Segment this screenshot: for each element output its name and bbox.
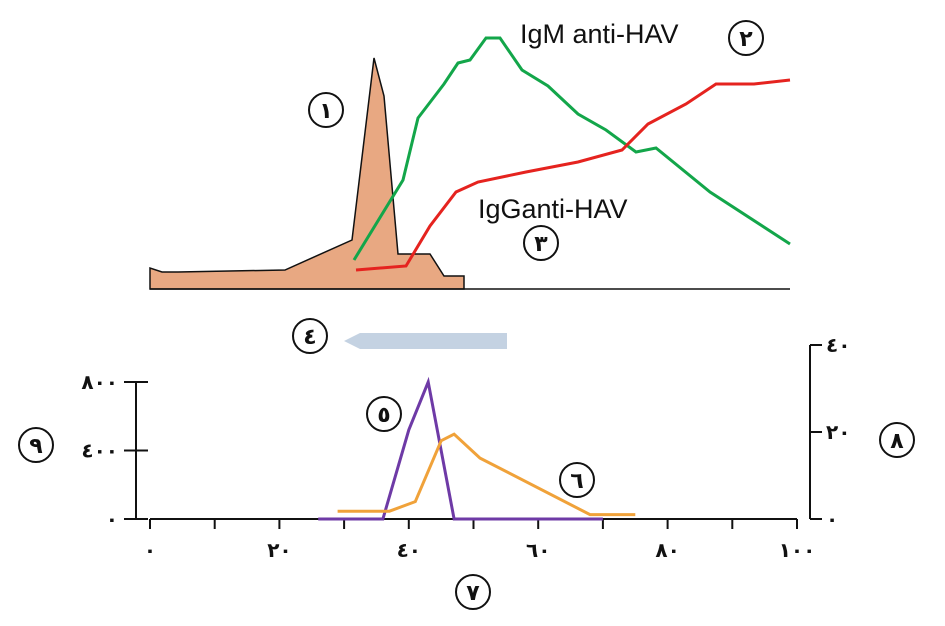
x-axis: ٠ ٢٠ ٤٠ ٦٠ ٨٠ ١٠٠ xyxy=(144,518,816,562)
y-right-tick-label: ٢٠ xyxy=(826,420,850,444)
y-axis-left: ٠ ٤٠٠ ٨٠٠ xyxy=(81,370,148,531)
igg-series-line xyxy=(355,78,791,272)
marker-4-text: ٤ xyxy=(303,325,316,350)
igg-label: IgGanti-HAV xyxy=(478,194,628,224)
y-axis-right: ٠ ٢٠ ٤٠ xyxy=(809,333,850,531)
x-tick-label: ٤٠ xyxy=(397,538,421,562)
svg-text:١: ١ xyxy=(319,99,332,124)
svg-text:٧: ٧ xyxy=(466,581,480,606)
marker-4 xyxy=(292,318,328,354)
marker-9: ٩ xyxy=(18,427,54,463)
virus-shedding-area xyxy=(149,57,465,290)
marker-7: ٧ xyxy=(455,574,491,610)
svg-text:٢: ٢ xyxy=(739,27,753,52)
x-tick-label: ٨٠ xyxy=(655,538,679,562)
x-tick-label: ٦٠ xyxy=(526,538,550,562)
svg-text:٦: ٦ xyxy=(570,469,583,494)
svg-text:٥: ٥ xyxy=(377,403,390,428)
marker-1: ١ xyxy=(308,92,344,128)
series-orange-line xyxy=(337,432,636,517)
marker-6: ٦ xyxy=(559,462,595,498)
y-right-tick-label: ٠ xyxy=(826,507,838,531)
x-tick-label: ٢٠ xyxy=(267,538,291,562)
svg-text:٩: ٩ xyxy=(29,434,42,459)
time-direction-arrow: ٤ xyxy=(292,318,507,354)
marker-5: ٥ xyxy=(366,396,402,432)
y-left-tick-label: ٤٠٠ xyxy=(81,439,118,463)
bottom-panel: ٠ ٢٠ ٤٠ ٦٠ ٨٠ ١٠٠ ٠ ٤٠٠ ٨٠٠ ٠ ٢٠ ٤٠ ٥ ٦ ٧ ٨ xyxy=(18,333,915,610)
igm-label: IgM anti-HAV xyxy=(520,19,679,49)
y-right-tick-label: ٤٠ xyxy=(826,333,850,357)
igm-series-line xyxy=(352,36,791,261)
x-tick-label: ٠ xyxy=(144,538,156,562)
y-left-tick-label: ٨٠٠ xyxy=(81,370,118,394)
svg-text:٨: ٨ xyxy=(890,429,904,454)
series-purple-line xyxy=(318,376,603,521)
svg-text:٣: ٣ xyxy=(534,232,548,257)
marker-8: ٨ xyxy=(879,422,915,458)
marker-3: ٣ xyxy=(523,225,559,261)
marker-2: ٢ xyxy=(728,20,764,56)
top-panel: IgM anti-HAV IgGanti-HAV ١ ٢ ٣ xyxy=(149,19,791,290)
x-tick-label: ١٠٠ xyxy=(779,538,816,562)
y-left-tick-label: ٠ xyxy=(106,507,118,531)
